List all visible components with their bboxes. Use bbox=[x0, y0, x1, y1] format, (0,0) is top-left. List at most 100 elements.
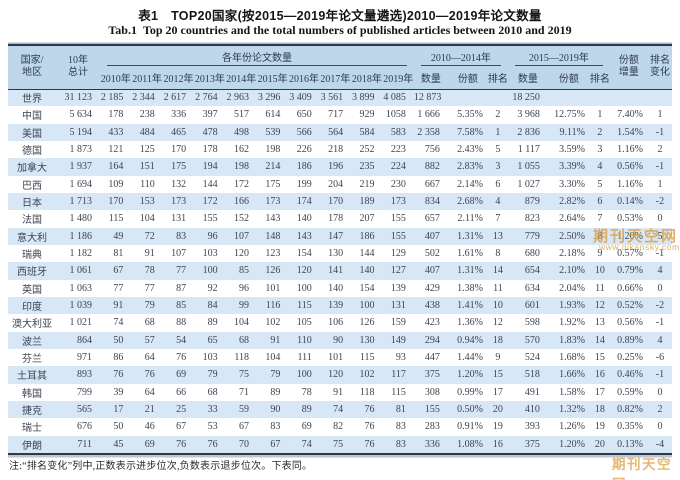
value-cell: 140 bbox=[359, 265, 375, 277]
value-cell: 170 bbox=[108, 196, 124, 208]
value-cell: 151 bbox=[139, 161, 155, 173]
col-header-year-2012: 2012年 bbox=[162, 66, 195, 90]
value-cell: 91 bbox=[333, 386, 344, 398]
table-row: 中国 5 634 178 238 336 397 517 614 650 717 929 1058 1 … bbox=[8, 106, 672, 123]
value-cell: 0.14% bbox=[617, 196, 643, 208]
value-cell: 100 bbox=[202, 265, 218, 277]
value-cell: 68 bbox=[144, 317, 155, 329]
value-cell: 5 bbox=[657, 230, 663, 242]
value-cell: 74 bbox=[113, 317, 124, 329]
value-cell: 85 bbox=[176, 300, 187, 312]
value-cell: 2 617 bbox=[163, 92, 187, 104]
value-cell: 0.59% bbox=[617, 386, 643, 398]
value-cell: 69 bbox=[176, 369, 187, 381]
value-cell: 86 bbox=[113, 352, 124, 364]
value-cell: 601 bbox=[524, 300, 540, 312]
value-cell: 14 bbox=[594, 334, 605, 346]
value-cell: 50 bbox=[113, 334, 124, 346]
value-cell: 77 bbox=[176, 265, 187, 277]
country-cell: 巴西 bbox=[22, 180, 42, 192]
value-cell: 429 bbox=[424, 282, 440, 294]
value-cell: 78 bbox=[144, 265, 155, 277]
value-cell: 893 bbox=[77, 369, 92, 381]
value-cell: 1.83% bbox=[559, 334, 585, 346]
value-cell: 89 bbox=[270, 386, 281, 398]
value-cell: 76 bbox=[207, 438, 218, 450]
value-cell: 0.52% bbox=[617, 300, 643, 312]
col-header-share-increase-line1: 份额 bbox=[618, 55, 639, 67]
value-cell: 864 bbox=[77, 334, 92, 346]
value-cell: 2 185 bbox=[100, 92, 124, 104]
value-cell: 598 bbox=[524, 317, 540, 329]
table-row: 日本 1 713 170 153 173 172 166 173 174 170 189 173 834… bbox=[8, 192, 672, 211]
value-cell: 564 bbox=[328, 126, 344, 138]
group-header-2015-2019: 2015—2019年 bbox=[508, 46, 610, 66]
value-cell: 1 480 bbox=[69, 213, 93, 225]
value-cell: 823 bbox=[524, 213, 540, 225]
value-cell: 186 bbox=[359, 230, 375, 242]
value-cell: 410 bbox=[524, 404, 540, 416]
country-cell: 土耳其 bbox=[17, 371, 47, 383]
col-header-p2-rank: 排名 bbox=[589, 66, 610, 90]
value-cell: -1 bbox=[655, 161, 665, 173]
value-cell bbox=[648, 89, 672, 106]
value-cell: 1.93% bbox=[559, 300, 585, 312]
value-cell: 1 021 bbox=[69, 317, 93, 329]
table-footnote: 注:“排名变化”列中,正数表示进步位次,负数表示退步位次。下表同。 bbox=[9, 461, 313, 472]
value-cell: 110 bbox=[297, 334, 312, 346]
value-cell: 882 bbox=[424, 161, 440, 173]
value-cell: 1.26% bbox=[559, 421, 585, 433]
value-cell: 1.20% bbox=[617, 230, 643, 242]
value-cell: 1.66% bbox=[559, 369, 585, 381]
value-cell: 5 634 bbox=[69, 109, 93, 121]
value-cell: 407 bbox=[424, 265, 440, 277]
value-cell: 565 bbox=[77, 404, 92, 416]
value-cell: 76 bbox=[144, 369, 155, 381]
col-header-rank-change: 排名 变化 bbox=[647, 46, 672, 90]
value-cell: 1.38% bbox=[457, 282, 483, 294]
value-cell: 6 bbox=[597, 196, 603, 208]
value-cell: 19 bbox=[594, 421, 605, 433]
value-cell: 2 bbox=[597, 126, 603, 138]
value-cell: 194 bbox=[202, 161, 218, 173]
value-cell: 139 bbox=[328, 300, 344, 312]
value-cell: 12 873 bbox=[413, 92, 442, 104]
value-cell: 65 bbox=[207, 334, 218, 346]
value-cell: 223 bbox=[390, 144, 406, 156]
value-cell bbox=[610, 89, 648, 106]
value-cell: 634 bbox=[524, 282, 540, 294]
value-cell: 235 bbox=[359, 161, 375, 173]
data-table: 国家/ 地区 10年 总计 各年份论文数量 2010—2014年 2015—20… bbox=[8, 46, 672, 453]
table-row: 捷克 565 17 21 25 33 59 90 89 74 76 81 155 0.50% 20 410 1.… bbox=[8, 400, 672, 419]
value-cell: 67 bbox=[113, 265, 124, 277]
value-cell: 143 bbox=[296, 230, 312, 242]
value-cell: 5 194 bbox=[69, 126, 93, 138]
value-cell: 104 bbox=[233, 317, 249, 329]
value-cell: 214 bbox=[265, 161, 281, 173]
value-cell: 104 bbox=[139, 213, 155, 225]
value-cell: 189 bbox=[359, 196, 375, 208]
value-cell: 2.83% bbox=[457, 161, 483, 173]
col-header-country-line1: 国家/ bbox=[20, 55, 44, 67]
country-cell: 捷克 bbox=[22, 406, 42, 418]
value-cell: 103 bbox=[202, 248, 218, 260]
value-cell: 0.91% bbox=[457, 421, 483, 433]
value-cell: 218 bbox=[328, 144, 344, 156]
value-cell: 64 bbox=[144, 352, 155, 364]
value-cell: 12 bbox=[492, 317, 503, 329]
value-cell: 7.40% bbox=[617, 109, 643, 121]
value-cell: 118 bbox=[234, 352, 249, 364]
value-cell: 68 bbox=[238, 334, 249, 346]
value-cell: 711 bbox=[77, 438, 92, 450]
value-cell: 147 bbox=[328, 230, 344, 242]
table-row: 澳大利亚 1 021 74 68 88 89 104 102 105 106 126 159 423 1.… bbox=[8, 314, 672, 331]
col-header-p1-rank: 排名 bbox=[487, 66, 508, 90]
value-cell: 433 bbox=[108, 126, 124, 138]
value-cell: -6 bbox=[655, 352, 665, 364]
value-cell: 879 bbox=[524, 196, 540, 208]
value-cell: 0.66% bbox=[617, 282, 643, 294]
value-cell: 120 bbox=[296, 265, 312, 277]
value-cell: 252 bbox=[359, 144, 375, 156]
value-cell: 16 bbox=[492, 438, 503, 450]
value-cell: 0.13% bbox=[617, 438, 643, 450]
